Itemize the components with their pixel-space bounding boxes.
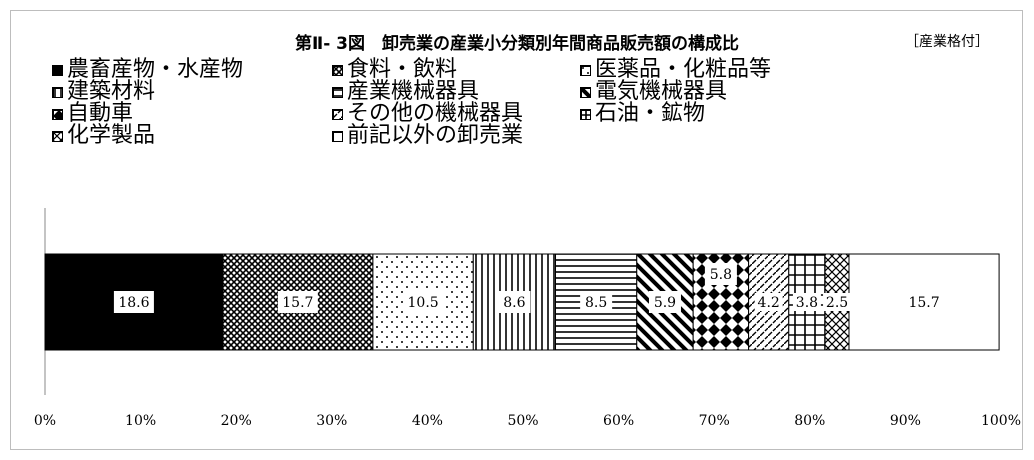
data-label-box bbox=[754, 293, 783, 311]
legend-entry: 産業機械器具 bbox=[332, 80, 479, 104]
legend-label: 食料・飲料 bbox=[347, 57, 458, 82]
legend-swatch bbox=[580, 64, 591, 76]
bar-segment bbox=[44, 253, 224, 351]
x-tick-label: 30% bbox=[316, 413, 347, 429]
legend-label: 農畜産物・水産物 bbox=[67, 57, 244, 82]
legend-entry: 建築材料 bbox=[52, 80, 155, 104]
legend-entry: 食料・飲料 bbox=[332, 58, 457, 82]
data-label-box bbox=[498, 291, 531, 313]
legend-label: その他の機械器具 bbox=[347, 101, 524, 126]
data-label: 3.8 bbox=[796, 295, 818, 311]
legend-swatch bbox=[52, 64, 63, 76]
data-label: 2.5 bbox=[826, 295, 848, 311]
x-tick-label: 60% bbox=[603, 413, 634, 429]
legend-swatch bbox=[52, 108, 63, 120]
data-label-box bbox=[580, 291, 613, 313]
chart-title: 第Ⅱ- 3図 卸売業の産業小分類別年間商品販売額の構成比 bbox=[295, 34, 739, 54]
unit-note: ［産業格付］ bbox=[905, 34, 989, 50]
legend-label: 前記以外の卸売業 bbox=[347, 123, 524, 148]
data-label: 4.2 bbox=[758, 295, 780, 311]
data-label: 8.5 bbox=[585, 295, 607, 311]
legend-swatch bbox=[332, 64, 343, 76]
x-tick-label: 10% bbox=[125, 413, 156, 429]
x-tick-label: 90% bbox=[890, 413, 921, 429]
data-label-box bbox=[113, 291, 154, 313]
data-label: 5.8 bbox=[710, 267, 732, 283]
legend-entry: 石油・鉱物 bbox=[580, 102, 705, 126]
x-tick-label: 70% bbox=[699, 413, 730, 429]
data-label-box bbox=[648, 291, 681, 313]
data-label: 10.5 bbox=[408, 295, 439, 311]
legend-swatch bbox=[580, 86, 591, 98]
x-tick-label: 0% bbox=[34, 413, 56, 429]
legend-entry: 農畜産物・水産物 bbox=[52, 58, 243, 82]
legend-entry: 医薬品・化粧品等 bbox=[580, 58, 771, 82]
data-label: 15.7 bbox=[282, 295, 313, 311]
legend-label: 医薬品・化粧品等 bbox=[595, 57, 772, 82]
legend-entry: 自動車 bbox=[52, 102, 133, 126]
x-tick-label: 50% bbox=[507, 413, 538, 429]
legend-label: 石油・鉱物 bbox=[595, 101, 706, 126]
data-label-box bbox=[277, 291, 318, 313]
legend-swatch bbox=[580, 108, 591, 120]
legend-label: 産業機械器具 bbox=[347, 79, 480, 104]
data-label: 8.6 bbox=[503, 295, 525, 311]
data-label-box bbox=[403, 291, 444, 313]
x-tick-label: 80% bbox=[794, 413, 825, 429]
legend-label: 化学製品 bbox=[67, 123, 156, 148]
legend-swatch bbox=[52, 130, 63, 142]
data-label-box bbox=[792, 293, 821, 311]
x-tick-label: 40% bbox=[412, 413, 443, 429]
legend-entry: 化学製品 bbox=[52, 124, 155, 148]
data-label-box bbox=[704, 263, 737, 285]
legend-entry: 電気機械器具 bbox=[580, 80, 727, 104]
legend-swatch bbox=[332, 86, 343, 98]
data-label: 18.6 bbox=[118, 295, 149, 311]
legend-swatch bbox=[52, 86, 63, 98]
legend-label: 自動車 bbox=[67, 101, 134, 126]
legend-entry: 前記以外の卸売業 bbox=[332, 124, 523, 148]
data-label-box bbox=[823, 293, 852, 311]
data-label: 5.9 bbox=[654, 295, 676, 311]
legend-swatch bbox=[332, 130, 343, 142]
data-label: 15.7 bbox=[908, 295, 939, 311]
legend-label: 建築材料 bbox=[67, 79, 156, 104]
legend-entry: その他の機械器具 bbox=[332, 102, 523, 126]
x-tick-label: 100% bbox=[981, 413, 1021, 429]
legend-label: 電気機械器具 bbox=[595, 79, 728, 104]
x-tick-label: 20% bbox=[221, 413, 252, 429]
chart-frame bbox=[10, 10, 1023, 450]
legend-swatch bbox=[332, 108, 343, 120]
